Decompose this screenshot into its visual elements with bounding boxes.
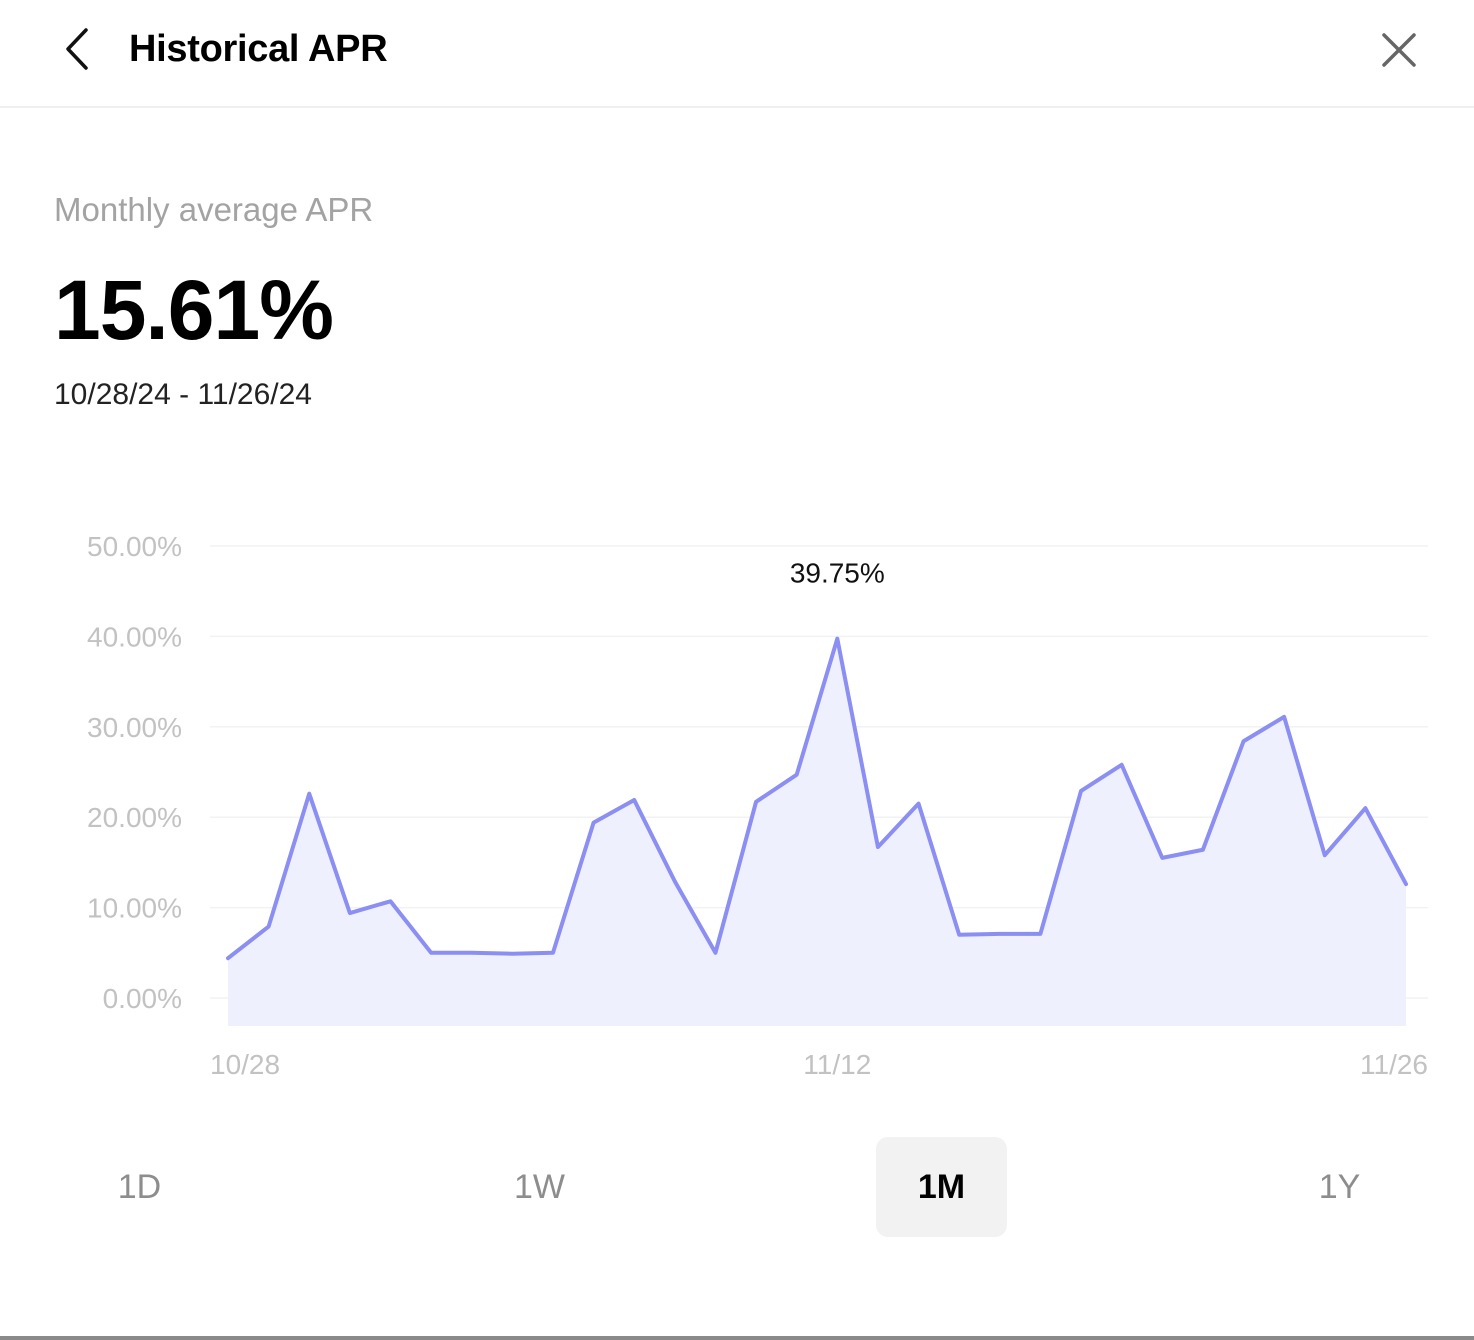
- bottom-divider: [0, 1336, 1474, 1340]
- series-line: [226, 636, 1408, 961]
- average-apr-label: Monthly average APR: [54, 191, 374, 228]
- close-icon: [1382, 33, 1416, 67]
- close-button[interactable]: [1372, 22, 1426, 76]
- data-point: [1363, 806, 1367, 810]
- data-point: [1160, 856, 1164, 860]
- data-point: [429, 951, 433, 955]
- data-point: [510, 952, 514, 956]
- data-point: [551, 951, 555, 955]
- data-point: [835, 637, 839, 641]
- tab-1w[interactable]: 1W: [514, 1168, 565, 1206]
- apr-chart: 0.00% 10.00% 20.00% 30.00% 40.00% 50.00% 39.75…: [87, 531, 1428, 1080]
- data-point: [1242, 739, 1246, 743]
- data-point: [1282, 715, 1286, 719]
- y-tick-label: 40.00%: [87, 621, 182, 652]
- y-tick-label: 50.00%: [87, 531, 182, 562]
- data-point: [388, 899, 392, 903]
- y-tick-label: 20.00%: [87, 802, 182, 833]
- back-button[interactable]: [56, 22, 104, 74]
- data-point: [632, 798, 636, 802]
- data-point: [470, 951, 474, 955]
- header: Historical APR: [0, 0, 1474, 108]
- tab-1y[interactable]: 1Y: [1318, 1168, 1361, 1206]
- data-point: [226, 956, 230, 960]
- page-title: Historical APR: [129, 28, 388, 70]
- data-point: [876, 845, 880, 849]
- y-tick-label: 0.00%: [103, 983, 182, 1014]
- data-point: [917, 802, 921, 806]
- area-fill: [228, 638, 1406, 1026]
- data-point: [957, 933, 961, 937]
- data-point: [1404, 882, 1408, 886]
- data-point: [998, 932, 1002, 936]
- x-tick-label: 11/26: [1360, 1049, 1428, 1080]
- data-point: [754, 800, 758, 804]
- average-apr-value: 15.61%: [54, 263, 334, 357]
- data-point: [592, 821, 596, 825]
- data-point: [1120, 763, 1124, 767]
- peak-value-label: 39.75%: [790, 558, 885, 589]
- data-point: [795, 773, 799, 777]
- tab-1m[interactable]: 1M: [876, 1137, 1007, 1237]
- data-point: [1079, 789, 1083, 793]
- y-tick-label: 10.00%: [87, 893, 182, 924]
- data-point: [673, 879, 677, 883]
- data-point: [348, 911, 352, 915]
- date-range: 10/28/24 - 11/26/24: [54, 378, 312, 411]
- x-tick-label: 11/12: [803, 1049, 871, 1080]
- data-point: [1201, 848, 1205, 852]
- y-tick-label: 30.00%: [87, 712, 182, 743]
- data-point: [1323, 853, 1327, 857]
- range-selector: 1D 1W 1M 1Y: [0, 1137, 1474, 1237]
- data-point: [267, 925, 271, 929]
- data-point: [1038, 932, 1042, 936]
- chevron-left-icon: [66, 28, 88, 70]
- tab-1d[interactable]: 1D: [117, 1168, 162, 1206]
- x-tick-label: 10/28: [210, 1049, 280, 1080]
- data-point: [713, 951, 717, 955]
- data-point: [307, 792, 311, 796]
